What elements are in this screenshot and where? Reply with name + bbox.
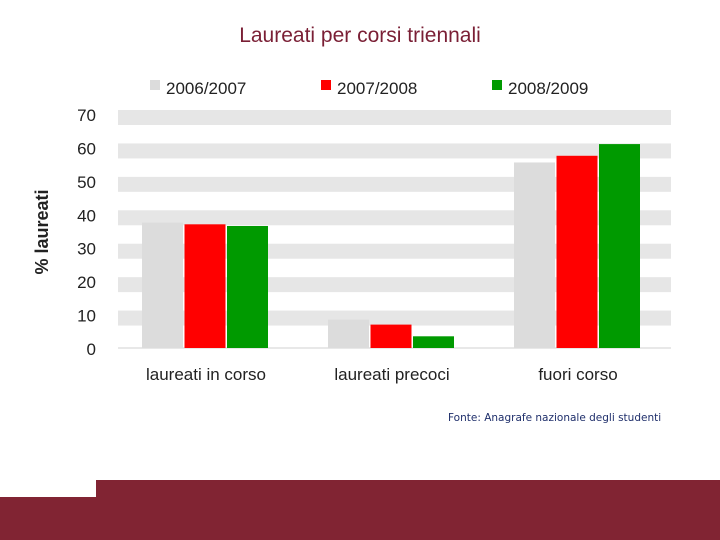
slide-title: Laureati per corsi triennali: [239, 24, 481, 47]
grid-band: [118, 110, 671, 125]
legend-swatch: [321, 80, 331, 90]
bar: [514, 162, 555, 348]
y-tick-label: 50: [77, 173, 96, 192]
y-tick-label: 30: [77, 240, 96, 259]
y-tick-label: 0: [87, 340, 96, 359]
y-axis-label: % laureati: [32, 189, 52, 274]
y-tick-label: 10: [77, 307, 96, 326]
footer-band-left: [0, 497, 96, 540]
bar: [556, 155, 598, 348]
y-tick-label: 70: [77, 106, 96, 125]
y-tick-label: 20: [77, 273, 96, 292]
legend-label: 2006/2007: [166, 79, 246, 98]
bar-chart: 0 10 20 30 40 50 60 70 % laureati laureati in cor…: [32, 79, 671, 384]
x-tick-label: laureati precoci: [334, 365, 449, 384]
legend-swatch: [150, 80, 160, 90]
bar: [328, 319, 369, 348]
y-tick-label: 60: [77, 139, 96, 158]
x-tick-label: laureati in corso: [146, 365, 266, 384]
legend-swatch: [492, 80, 502, 90]
legend-label: 2008/2009: [508, 79, 588, 98]
bar: [413, 336, 454, 348]
footer-band: [96, 480, 720, 540]
x-tick-label: fuori corso: [538, 365, 617, 384]
legend-label: 2007/2008: [337, 79, 417, 98]
y-tick-label: 40: [77, 206, 96, 225]
bar: [184, 224, 226, 348]
bar: [227, 225, 268, 348]
bar: [142, 222, 183, 348]
grid-band: [118, 143, 671, 159]
bar: [599, 144, 640, 348]
source-note: Fonte: Anagrafe nazionale degli studenti: [448, 412, 662, 424]
bar: [370, 324, 412, 348]
